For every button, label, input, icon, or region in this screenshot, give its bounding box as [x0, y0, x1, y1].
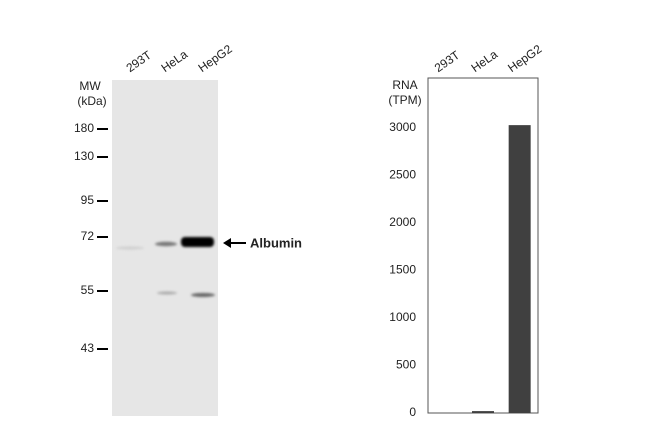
x-tick-label: HepG2 — [505, 42, 544, 75]
bar — [472, 411, 494, 413]
band — [157, 291, 177, 295]
mw-unit: (kDa) — [77, 94, 106, 108]
lane-label: 293T — [124, 48, 155, 76]
band — [116, 246, 144, 250]
y-tick-label: 3000 — [389, 120, 416, 134]
y-tick-label: 2000 — [389, 215, 416, 229]
mw-label: MW — [79, 79, 101, 93]
y-tick-label: 0 — [409, 405, 416, 419]
y-tick-label: 1500 — [389, 263, 416, 277]
mw-marker-label: 43 — [81, 341, 95, 355]
band — [191, 293, 215, 297]
mw-marker-label: 72 — [81, 229, 95, 243]
y-tick-label: 500 — [396, 358, 416, 372]
y-axis-label: RNA — [392, 78, 417, 92]
bar — [508, 125, 531, 414]
blot-bands — [116, 237, 215, 297]
x-tick-label: 293T — [432, 48, 463, 76]
y-tick-label: 1000 — [389, 310, 416, 324]
y-axis-label: (TPM) — [388, 93, 421, 107]
band — [155, 241, 177, 247]
mw-marker-label: 180 — [74, 121, 94, 135]
mw-marker-label: 55 — [81, 283, 95, 297]
band-label: Albumin — [250, 235, 302, 250]
band-arrow — [223, 238, 246, 248]
lane-label: HepG2 — [196, 42, 235, 75]
lane-label: HeLa — [159, 47, 191, 75]
mw-marker-label: 130 — [74, 149, 94, 163]
arrow-head — [223, 238, 231, 248]
mw-marker-label: 95 — [81, 193, 95, 207]
band — [181, 237, 214, 247]
y-tick-label: 2500 — [389, 168, 416, 182]
x-tick-label: HeLa — [469, 47, 501, 75]
